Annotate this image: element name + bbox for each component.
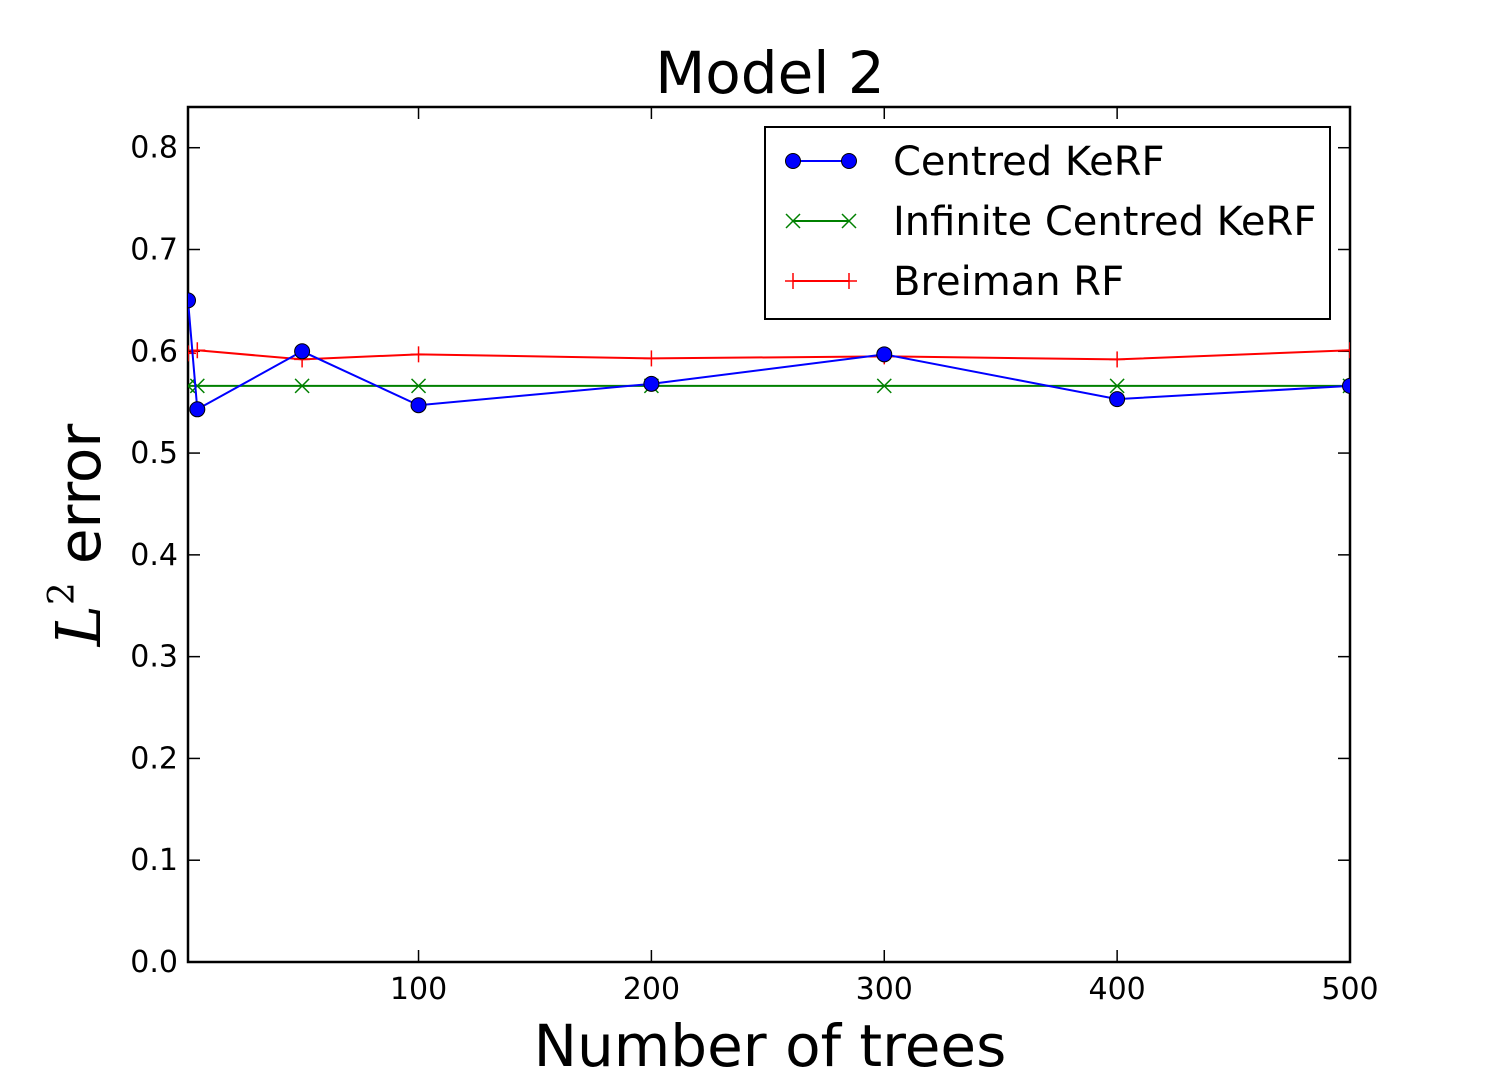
y-tick-label: 0.1 [130,843,178,878]
svg-text:L2error: L2 error [42,424,115,648]
legend-marker [785,273,801,289]
y-axis-label-symbol: L [42,605,115,647]
legend: Centred KeRF Infinite Centred KeRF Breiman… [764,126,1331,320]
legend-label: Breiman RF [893,259,1124,305]
legend-marker [785,153,801,169]
legend-marker [841,153,857,169]
x-tick-label: 200 [623,972,680,1007]
y-axis-label-superscript: 2 [42,582,83,605]
y-tick-label: 0.5 [130,436,178,471]
x-tick-label: 100 [390,972,447,1007]
data-point-centred-kerf [876,346,893,363]
y-axis-label: L2 error [42,424,115,648]
data-point-infinite-centred-kerf [411,378,427,394]
data-point-infinite-centred-kerf [189,378,205,394]
axes-frame [186,105,1352,964]
legend-marker [785,213,801,229]
legend-frame [764,126,1331,320]
data-point-infinite-centred-kerf [876,378,892,394]
x-tick-label: 300 [856,972,913,1007]
legend-label: Centred KeRF [893,139,1165,185]
y-tick-label: 0.6 [130,334,178,369]
data-point-centred-kerf [188,292,196,309]
legend-item-infinite-centred-kerf: Infinite Centred KeRF [785,199,1316,245]
y-axis-label-text: error [46,424,114,565]
data-point-breiman-rf [643,350,660,367]
y-tick-label: 0.3 [130,640,178,675]
data-point-centred-kerf [643,375,660,392]
y-tick-label: 0.7 [130,233,178,268]
y-tick-label: 0.0 [130,945,178,980]
legend-item-breiman-rf: Breiman RF [785,259,1124,305]
data-point-centred-kerf [189,401,206,418]
data-point-centred-kerf [1109,391,1126,408]
data-point-centred-kerf [410,397,427,414]
series-line-centred-kerf [188,300,1350,411]
y-tick-label: 0.4 [130,538,178,573]
legend-label: Infinite Centred KeRF [893,199,1316,245]
series-centred-kerf [188,292,1350,418]
data-point-breiman-rf [1109,351,1126,368]
x-axis-label: Number of trees [534,1012,1007,1070]
data-point-centred-kerf [1342,377,1350,394]
x-tick-label: 400 [1089,972,1146,1007]
chart-title: Model 2 [655,39,884,107]
y-tick-label: 0.2 [130,741,178,776]
legend-item-centred-kerf: Centred KeRF [785,139,1165,185]
data-point-infinite-centred-kerf [294,378,310,394]
series-breiman-rf [188,342,1350,368]
series-line-breiman-rf [188,349,1350,361]
data-point-breiman-rf [1342,342,1350,359]
legend-marker [841,273,857,289]
data-point-breiman-rf [410,346,427,363]
plot-area: 0.0 0.1 0.2 0.3 0.4 0.5 0.6 0.7 0.8 100 200 300 400 5… [130,105,1379,1007]
y-tick-label: 0.8 [130,131,178,166]
series-infinite-centred-kerf [188,378,1350,394]
x-tick-label: 500 [1321,972,1378,1007]
legend-marker [841,213,857,229]
data-point-infinite-centred-kerf [1109,378,1125,394]
data-point-centred-kerf [294,343,311,360]
